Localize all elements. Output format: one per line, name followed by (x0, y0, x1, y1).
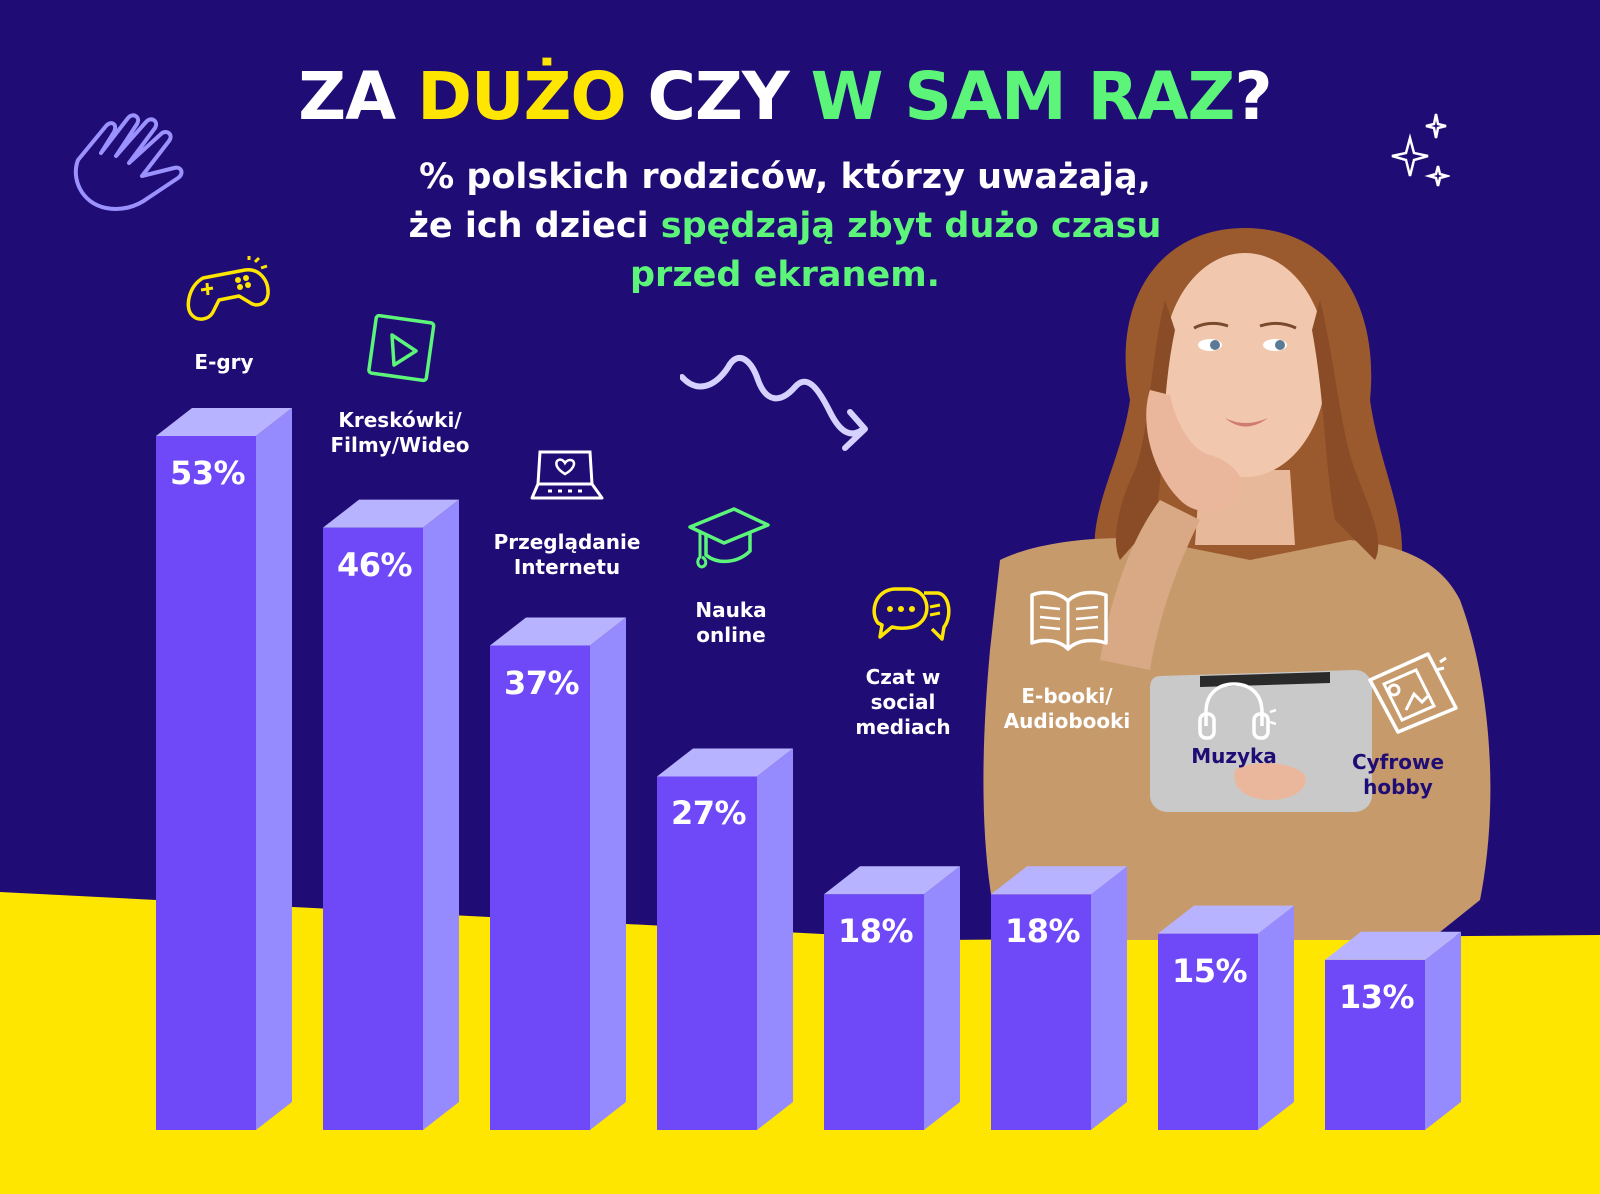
bar-top-3 (490, 617, 626, 646)
title-part-5: ? (1234, 58, 1272, 135)
left-iris (1210, 340, 1220, 350)
bar-top-8 (1325, 931, 1461, 960)
waving-hand-icon (73, 113, 184, 211)
title-part-1: ZA (298, 58, 418, 135)
category-label-egry: E-gry (194, 350, 254, 374)
bar-front-6 (991, 894, 1091, 1130)
category-label-nauka: Nauka online (695, 598, 767, 647)
left-brow (1193, 321, 1229, 330)
category-label-cyfrowe: Cyfrowe hobby (1351, 750, 1445, 799)
bar-side-3 (590, 617, 626, 1130)
digital-hobby-icon (1368, 652, 1458, 734)
subtitle-line-3: przed ekranem. (630, 255, 940, 295)
face (1163, 253, 1327, 477)
title-part-2: DUŻO (417, 58, 626, 135)
right-brow (1259, 321, 1297, 330)
category-label-kreskowki: Kreskówki/ Filmy/Wideo (330, 408, 470, 457)
squiggle-arrow-icon (680, 355, 868, 451)
bar-top-2 (323, 499, 459, 528)
bar-front-1 (156, 436, 256, 1130)
value-label-1: 53% (170, 454, 246, 492)
bar-side-8 (1425, 931, 1461, 1130)
bar-front-4 (657, 776, 757, 1130)
value-label-2: 46% (337, 545, 413, 584)
bar-top-4 (657, 748, 793, 777)
bar-6 (991, 866, 1127, 1130)
category-label-ebooki: E-booki/ Audiobooki (1003, 684, 1131, 733)
bar-top-6 (991, 866, 1127, 895)
play-video-icon (367, 313, 436, 383)
page-title: ZA DUŻO CZY W SAM RAZ? (0, 58, 1570, 135)
subtitle-line-2-plain: że ich dzieci (408, 206, 661, 246)
forearm (1100, 500, 1200, 670)
bar-front-2 (323, 527, 423, 1130)
bar-side-1 (256, 408, 292, 1130)
bar-2 (323, 499, 459, 1130)
bar-front-3 (490, 645, 590, 1130)
bar-7 (1158, 905, 1294, 1130)
category-label-muzyka: Muzyka (1191, 744, 1277, 768)
bar-side-4 (757, 748, 793, 1130)
bar-side-7 (1258, 905, 1294, 1130)
laptop-heart-icon (530, 450, 604, 500)
headphones-icon (1198, 682, 1276, 740)
hair-right-strand (1312, 300, 1379, 560)
title-part-4: W SAM RAZ (810, 58, 1236, 135)
value-label-8: 13% (1339, 977, 1415, 1016)
bar-3 (490, 617, 626, 1130)
sparkle-stars-icon (1391, 113, 1450, 187)
value-label-5: 18% (838, 912, 914, 951)
bar-front-5 (824, 894, 924, 1130)
subtitle-line-1: % polskich rodziców, którzy uważają, (419, 157, 1151, 197)
bar-4 (657, 748, 793, 1130)
open-book-icon (1030, 590, 1108, 651)
hand-on-tablet (1234, 763, 1306, 800)
right-iris (1275, 340, 1285, 350)
title-part-3: CZY (625, 58, 811, 135)
bar-side-6 (1091, 866, 1127, 1130)
category-label-czat: Czat w social mediach (855, 665, 951, 739)
bar-side-5 (924, 866, 960, 1130)
bar-1 (156, 408, 292, 1130)
subtitle: % polskich rodziców, którzy uważają, że … (0, 153, 1570, 300)
game-controller-icon (186, 256, 270, 321)
category-label-internet: Przeglądanie Internetu (493, 530, 641, 579)
subtitle-line-2: że ich dzieci spędzają zbyt dużo czasu (0, 202, 1570, 251)
value-label-7: 15% (1172, 951, 1248, 990)
bar-5 (824, 866, 960, 1130)
hair-left-strand (1115, 300, 1175, 560)
bar-top-7 (1158, 905, 1294, 934)
subtitle-line-2-accent: spędzają zbyt dużo czasu (660, 206, 1162, 246)
bar-side-2 (423, 499, 459, 1130)
hand-on-chin (1146, 390, 1243, 512)
bar-front-7 (1158, 933, 1258, 1130)
bar-front-8 (1325, 959, 1425, 1130)
chat-bubbles-icon (872, 587, 951, 641)
bar-top-5 (824, 866, 960, 895)
bar-8 (1325, 931, 1461, 1130)
value-label-3: 37% (504, 663, 580, 702)
graduation-cap-icon (688, 507, 770, 569)
bar-top-1 (156, 408, 292, 436)
value-label-4: 27% (671, 794, 747, 833)
value-label-6: 18% (1005, 912, 1081, 951)
lips (1225, 418, 1268, 427)
